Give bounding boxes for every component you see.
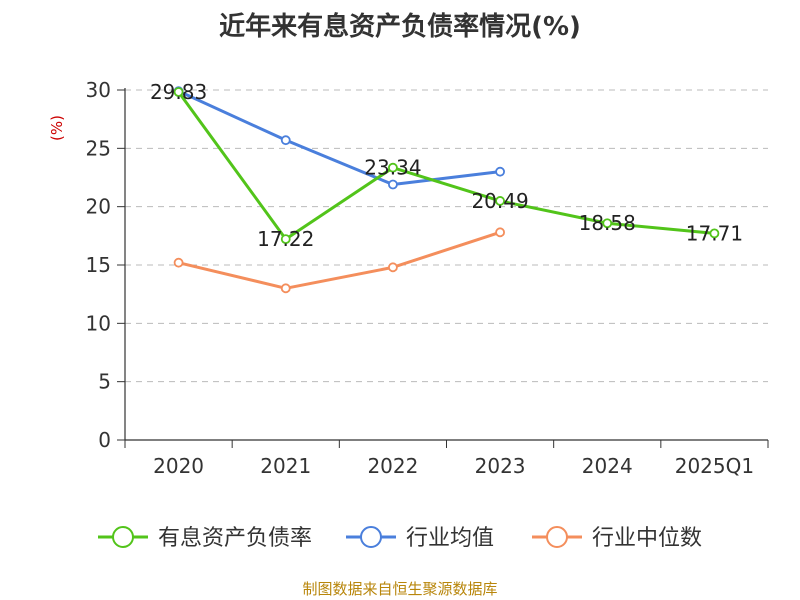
x-tick-label: 2023 — [475, 454, 526, 478]
y-tick-label: 0 — [98, 428, 111, 452]
data-label: 20.49 — [471, 189, 528, 213]
data-point — [173, 87, 184, 97]
legend-label: 行业均值 — [406, 526, 494, 551]
series-line — [178, 230, 501, 290]
data-point — [495, 196, 505, 206]
y-tick-label: 15 — [86, 253, 111, 277]
y-tick-label: 20 — [86, 195, 111, 219]
chart-title: 近年来有息资产负债率情况(%) — [219, 12, 581, 42]
series-line — [177, 89, 501, 186]
legend-label: 有息资产负债率 — [158, 526, 312, 551]
legend-marker — [112, 526, 134, 548]
data-point — [388, 162, 398, 173]
x-tick-label: 2024 — [582, 454, 633, 478]
data-point — [602, 218, 613, 229]
data-point — [280, 283, 291, 294]
y-tick-label: 10 — [86, 311, 111, 335]
data-point — [709, 228, 720, 239]
data-label: 29.83 — [150, 80, 207, 104]
data-label: 17.22 — [257, 227, 314, 251]
legend-label: 行业中位数 — [592, 526, 702, 551]
data-point — [388, 179, 398, 190]
x-tick-label: 2022 — [367, 454, 418, 478]
y-tick-label: 25 — [86, 136, 111, 160]
data-label: 17.71 — [686, 221, 743, 245]
data-label: 23.34 — [364, 156, 421, 180]
data-point — [173, 257, 184, 268]
legend-marker — [360, 526, 382, 548]
data-label: 18.58 — [579, 211, 636, 235]
y-tick-label: 5 — [98, 370, 111, 394]
series-line — [177, 91, 715, 241]
y-tick-label: 30 — [86, 78, 111, 102]
data-point — [495, 166, 505, 177]
x-tick-label: 2020 — [153, 454, 204, 478]
source-note: 制图数据来自恒生聚源数据库 — [302, 580, 498, 598]
x-tick-label: 2025Q1 — [675, 454, 754, 478]
data-point — [280, 234, 291, 245]
legend-marker — [546, 526, 568, 548]
x-tick-label: 2021 — [260, 454, 311, 478]
data-point — [388, 262, 398, 273]
y-axis-unit: (%) — [48, 115, 66, 141]
data-point — [495, 227, 505, 238]
data-point — [280, 135, 291, 146]
